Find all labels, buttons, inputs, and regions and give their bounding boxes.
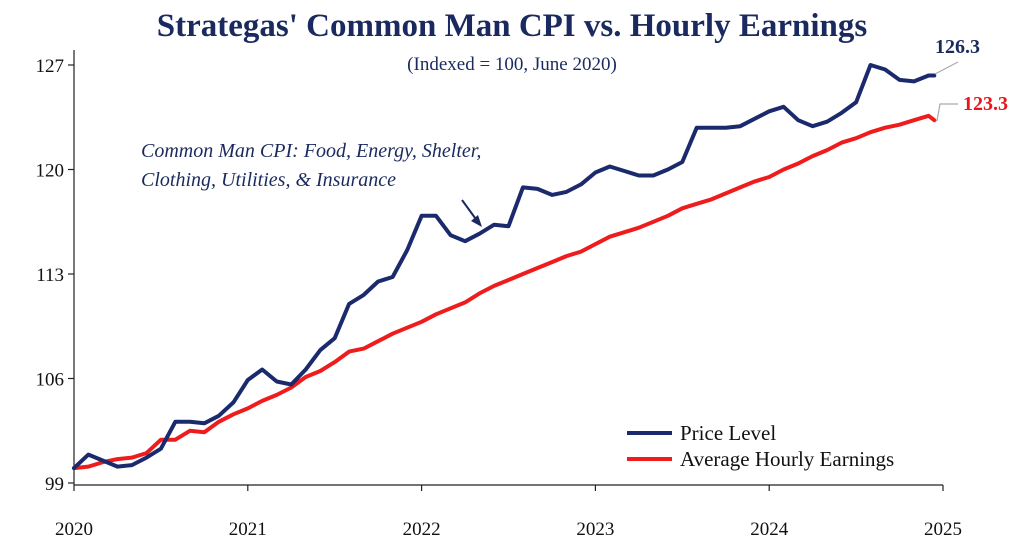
annotation-arrowhead [471, 215, 482, 227]
y-tick-label: 127 [36, 56, 65, 77]
x-tick-label: 2025 [924, 519, 962, 540]
axes: 99 106 113 120 127 2020 2021 2022 2023 2024 2025 [36, 50, 962, 540]
series-line-price-level [72, 63, 937, 471]
price-end-leader [934, 61, 959, 75]
chart-title: Strategas' Common Man CPI vs. Hourly Ear… [0, 6, 1024, 46]
series-line-average-hourly-earnings [72, 113, 937, 471]
y-tick-label: 99 [45, 474, 64, 495]
annotation-line-2: Clothing, Utilities, & Insurance [141, 169, 396, 191]
series-layer [72, 63, 937, 471]
y-tick-label: 113 [36, 265, 64, 286]
x-tick-label: 2020 [55, 519, 93, 540]
x-tick-label: 2022 [403, 519, 441, 540]
x-tick-label: 2021 [229, 519, 267, 540]
price-end-label: 126.3 [935, 36, 980, 58]
x-tick-label: 2023 [576, 519, 614, 540]
legend-label-earnings: Average Hourly Earnings [680, 447, 894, 471]
y-tick-label: 106 [36, 370, 65, 391]
chart-title-part1: Strategas' Common Man CPI vs. [156, 8, 630, 44]
annotation-layer: Common Man CPI: Food, Energy, Shelter, C… [141, 140, 482, 227]
legend-label-price: Price Level [680, 421, 776, 445]
x-tick-label: 2024 [750, 519, 789, 540]
annotation-line-1: Common Man CPI: Food, Energy, Shelter, [141, 140, 481, 162]
legend: Price Level Average Hourly Earnings [627, 421, 894, 471]
y-tick-label: 120 [36, 161, 65, 182]
end-labels: 126.3 123.3 [934, 36, 1008, 122]
earnings-end-label: 123.3 [963, 93, 1008, 115]
chart-subtitle: (Indexed = 100, June 2020) [407, 54, 617, 75]
earnings-end-leader [936, 103, 958, 122]
chart-title-part2: Hourly Earnings [629, 8, 868, 44]
